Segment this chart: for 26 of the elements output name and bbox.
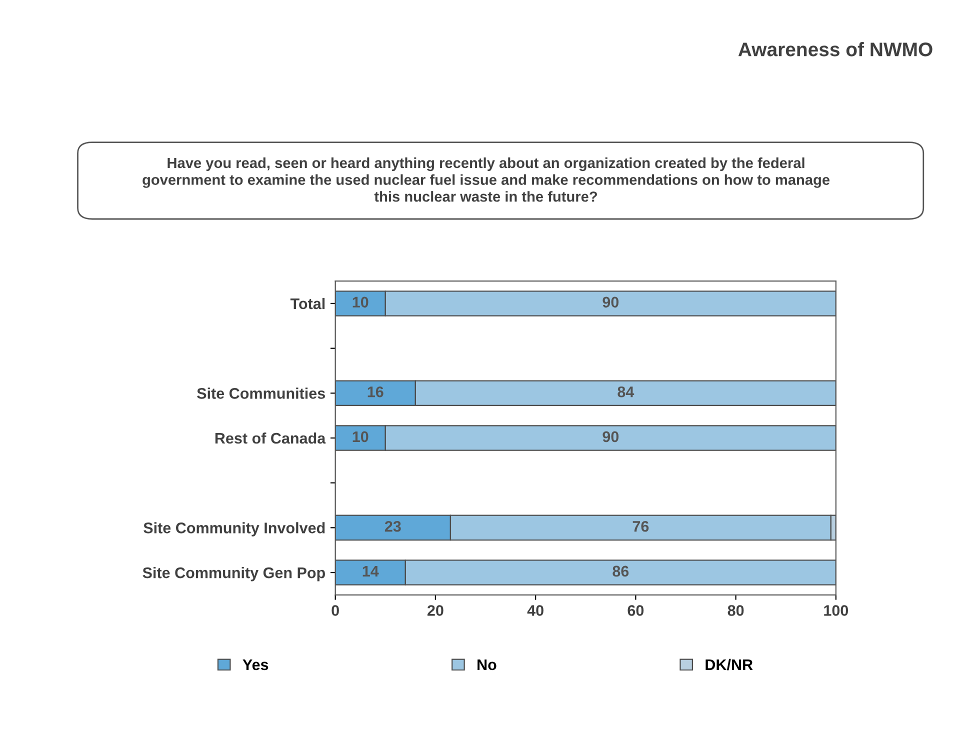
- data-label: 23: [384, 520, 401, 532]
- y-tick-label: Rest of Canada: [215, 432, 326, 444]
- data-label: 10: [352, 431, 368, 442]
- legend-label: No: [478, 659, 496, 670]
- data-label: 90: [602, 431, 619, 442]
- chart-title: Awareness of NWMO: [738, 42, 932, 56]
- legend-label: DK/NR: [706, 658, 753, 670]
- x-tick-label: 100: [824, 605, 848, 616]
- y-tick-label: Site Community Involved: [144, 522, 325, 536]
- x-tick-label: 0: [332, 605, 339, 616]
- data-label: 84: [618, 386, 634, 398]
- y-tick-label: Site Community Gen Pop: [142, 566, 325, 582]
- x-tick-label: 20: [427, 605, 444, 616]
- data-label: 76: [632, 520, 649, 532]
- y-tick-label: Total: [290, 298, 325, 310]
- data-label: 86: [612, 566, 629, 577]
- x-tick-label: 40: [527, 605, 544, 616]
- data-label: 16: [368, 386, 384, 398]
- data-label: 14: [362, 566, 379, 576]
- y-tick-label: Site Communities: [197, 388, 325, 399]
- x-tick-label: 80: [728, 605, 744, 616]
- legend-label: Yes: [242, 659, 268, 670]
- data-label: 90: [602, 296, 619, 308]
- data-label: 10: [352, 296, 368, 308]
- x-tick-label: 60: [628, 605, 644, 616]
- text: Have you read, seen or heard anything recently about an organization created by the federal government to examine the used nuclear fuel issue and make recommendations on how to manage this nuclear waste in the future?: [142, 157, 830, 202]
